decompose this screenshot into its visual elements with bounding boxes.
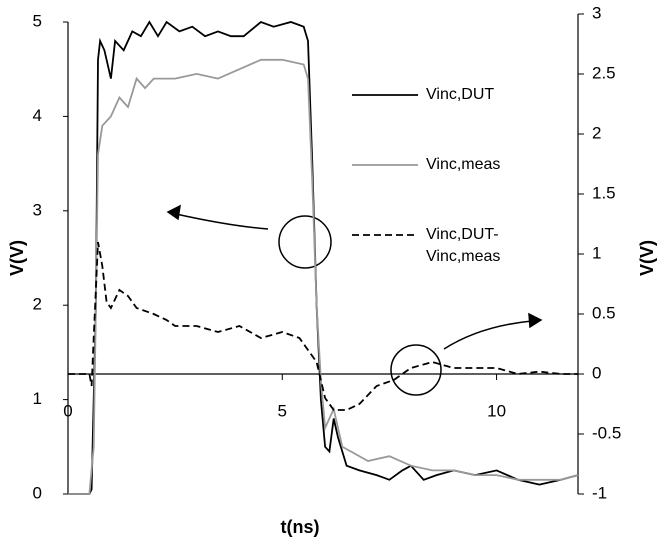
annotations (166, 204, 543, 396)
arrow-head (528, 312, 543, 329)
y2-tick-label: -1 (592, 483, 607, 502)
y2-tick-label: 3 (592, 3, 601, 22)
y-tick-label: 5 (33, 11, 42, 30)
y2-tick-label: 0 (592, 363, 601, 382)
annotation-arrow (443, 320, 533, 350)
y-tick-label: 1 (33, 389, 42, 408)
y-tick-label: 0 (33, 483, 42, 502)
y2-tick-label: 0.5 (592, 303, 616, 322)
y2-axis-title: V(V) (637, 240, 657, 276)
x-tick-label: 0 (63, 401, 72, 420)
arrow-head (166, 204, 181, 221)
annotation-circle (390, 344, 442, 396)
y2-tick-label: 1.5 (592, 183, 616, 202)
y-tick-label: 3 (33, 200, 42, 219)
x-axis-title: t(ns) (281, 517, 320, 537)
series-line (68, 58, 579, 495)
x-tick-label: 10 (487, 401, 506, 420)
series-line (68, 20, 579, 495)
annotation-arrow (175, 213, 269, 230)
y-tick-label: 2 (33, 295, 42, 314)
legend-label: Vinc,meas (426, 156, 501, 173)
y-axis-title: V(V) (7, 240, 27, 276)
y2-tick-label: -0.5 (592, 423, 621, 442)
y-tick-label: 4 (33, 106, 42, 125)
annotation-circle (278, 215, 332, 269)
legend-label: Vinc,DUT (426, 86, 495, 103)
series-line (68, 241, 578, 411)
x-tick-label: 5 (278, 401, 287, 420)
y2-tick-label: 2 (592, 123, 601, 142)
legend-label: Vinc,DUT-Vinc,meas (426, 226, 501, 265)
y2-tick-label: 1 (592, 243, 601, 262)
y2-tick-label: 2.5 (592, 63, 616, 82)
